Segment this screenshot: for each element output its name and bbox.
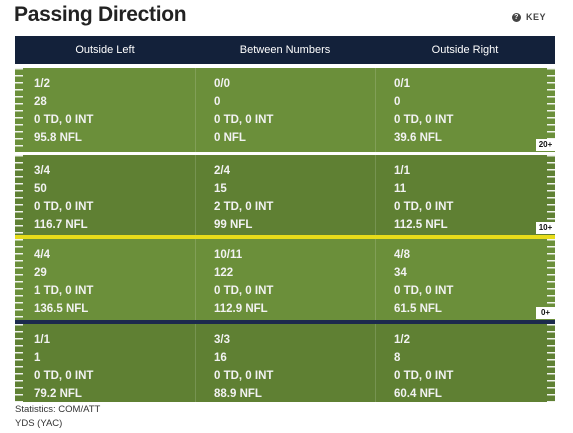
cell-stat: 0 NFL	[214, 132, 246, 144]
column-header: Outside Left Between Numbers Outside Right	[15, 36, 555, 64]
cell: 1/1 1 0 TD, 0 INT 79.2 NFL	[15, 324, 195, 402]
cell-stat: 4/8	[394, 249, 410, 261]
cell: 1/2 8 0 TD, 0 INT 60.4 NFL	[375, 324, 555, 402]
hash-marks	[547, 239, 555, 320]
column-title: Outside Left	[75, 44, 135, 56]
cell-stat: 1/2	[34, 78, 50, 90]
zone: 4/4 29 1 TD, 0 INT 136.5 NFL 10/11 122 0 TD, 0…	[15, 239, 555, 320]
cell-stat: 116.7 NFL	[34, 219, 88, 231]
zone: 1/2 28 0 TD, 0 INT 95.8 NFL 0/0 0 0 TD, 0 INT 0…	[15, 68, 555, 152]
cell: 0/0 0 0 TD, 0 INT 0 NFL	[195, 68, 375, 152]
cell-stat: 0 TD, 0 INT	[34, 114, 94, 126]
hash-marks	[547, 68, 555, 152]
cell-stat: 2/4	[214, 165, 230, 177]
cell-stat: 136.5 NFL	[34, 303, 89, 315]
cell-stat: 0/0	[214, 78, 230, 90]
footer-line: YDS (YAC)	[15, 418, 63, 429]
cell-stat: 0 TD, 0 INT	[394, 201, 454, 213]
cell-stat: 0 TD, 0 INT	[34, 201, 94, 213]
cell-stat: 112.5 NFL	[394, 219, 448, 231]
cell-stat: 1	[34, 352, 41, 364]
cell-stat: 29	[34, 267, 47, 279]
column-divider	[375, 239, 376, 320]
cell: 4/8 34 0 TD, 0 INT 61.5 NFL	[375, 239, 555, 320]
cell: 3/4 50 0 TD, 0 INT 116.7 NFL	[15, 155, 195, 235]
column-divider	[195, 68, 196, 152]
column-divider	[375, 155, 376, 235]
cell: 10/11 122 0 TD, 0 INT 112.9 NFL	[195, 239, 375, 320]
cell-stat: 0	[394, 96, 401, 108]
column-divider	[195, 239, 196, 320]
hash-marks	[15, 68, 23, 152]
cell-stat: 15	[214, 183, 227, 195]
column-title: Between Numbers	[239, 44, 331, 56]
footer-line: Statistics: COM/ATT	[15, 404, 101, 415]
key-button[interactable]: ? KEY	[512, 12, 546, 22]
zone: 3/4 50 0 TD, 0 INT 116.7 NFL 2/4 15 2 TD, 0 IN…	[15, 155, 555, 235]
cell-stat: 1/1	[34, 334, 50, 346]
cell-stat: 61.5 NFL	[394, 303, 442, 315]
cell-stat: 3/4	[34, 165, 50, 177]
cell-stat: 0	[214, 96, 221, 108]
cell-stat: 34	[394, 267, 407, 279]
column-divider	[375, 324, 376, 402]
cell-stat: 1 TD, 0 INT	[34, 285, 94, 297]
cell: 2/4 15 2 TD, 0 INT 99 NFL	[195, 155, 375, 235]
zone-label: 10+	[536, 222, 555, 234]
cell-stat: 50	[34, 183, 47, 195]
cell: 1/2 28 0 TD, 0 INT 95.8 NFL	[15, 68, 195, 152]
title: Passing Direction	[14, 3, 187, 26]
cell-stat: 11	[394, 183, 407, 195]
cell-stat: 3/3	[214, 334, 230, 346]
hash-marks	[15, 324, 23, 402]
cell-stat: 8	[394, 352, 401, 364]
column-divider	[195, 324, 196, 402]
cell-stat: 0 TD, 0 INT	[214, 370, 274, 382]
cell-stat: 95.8 NFL	[34, 132, 82, 144]
cell-stat: 60.4 NFL	[394, 388, 442, 400]
cell-stat: 112.9 NFL	[214, 303, 268, 315]
column-divider	[195, 155, 196, 235]
cell-stat: 0 TD, 0 INT	[394, 370, 454, 382]
cell-stat: 1/1	[394, 165, 410, 177]
cell-stat: 99 NFL	[214, 219, 253, 231]
field: 1/2 28 0 TD, 0 INT 95.8 NFL 0/0 0 0 TD, 0 INT 0…	[15, 68, 555, 402]
cell-stat: 79.2 NFL	[34, 388, 82, 400]
hash-marks	[547, 324, 555, 402]
cell: 0/1 0 0 TD, 0 INT 39.6 NFL	[375, 68, 555, 152]
cell: 4/4 29 1 TD, 0 INT 136.5 NFL	[15, 239, 195, 320]
cell-stat: 0/1	[394, 78, 410, 90]
zone-label: 20+	[536, 139, 555, 151]
hash-marks	[15, 239, 23, 320]
cell-stat: 28	[34, 96, 47, 108]
cell-stat: 4/4	[34, 249, 50, 261]
column-divider	[375, 68, 376, 152]
hash-marks	[15, 155, 23, 235]
cell-stat: 0 TD, 0 INT	[214, 114, 274, 126]
cell-stat: 2 TD, 0 INT	[214, 201, 274, 213]
cell-stat: 10/11	[214, 249, 243, 261]
yard-line	[15, 152, 555, 155]
zone: 1/1 1 0 TD, 0 INT 79.2 NFL 3/3 16 0 TD, 0 INT 8…	[15, 324, 555, 402]
hash-marks	[547, 155, 555, 235]
yard-line	[15, 320, 555, 324]
cell-stat: 16	[214, 352, 227, 364]
cell: 1/1 11 0 TD, 0 INT 112.5 NFL	[375, 155, 555, 235]
cell-stat: 122	[214, 267, 234, 279]
cell-stat: 0 TD, 0 INT	[394, 114, 454, 126]
cell-stat: 1/2	[394, 334, 410, 346]
cell-stat: 39.6 NFL	[394, 132, 442, 144]
key-icon: ?	[512, 12, 521, 22]
cell-stat: 88.9 NFL	[214, 388, 262, 400]
cell-stat: 0 TD, 0 INT	[214, 285, 274, 297]
cell: 3/3 16 0 TD, 0 INT 88.9 NFL	[195, 324, 375, 402]
yard-line	[15, 235, 555, 239]
key-label[interactable]: KEY	[526, 12, 547, 22]
column-title: Outside Right	[431, 44, 499, 56]
cell-stat: 0 TD, 0 INT	[394, 285, 454, 297]
zone-label: 0+	[536, 307, 555, 319]
cell-stat: 0 TD, 0 INT	[34, 370, 94, 382]
